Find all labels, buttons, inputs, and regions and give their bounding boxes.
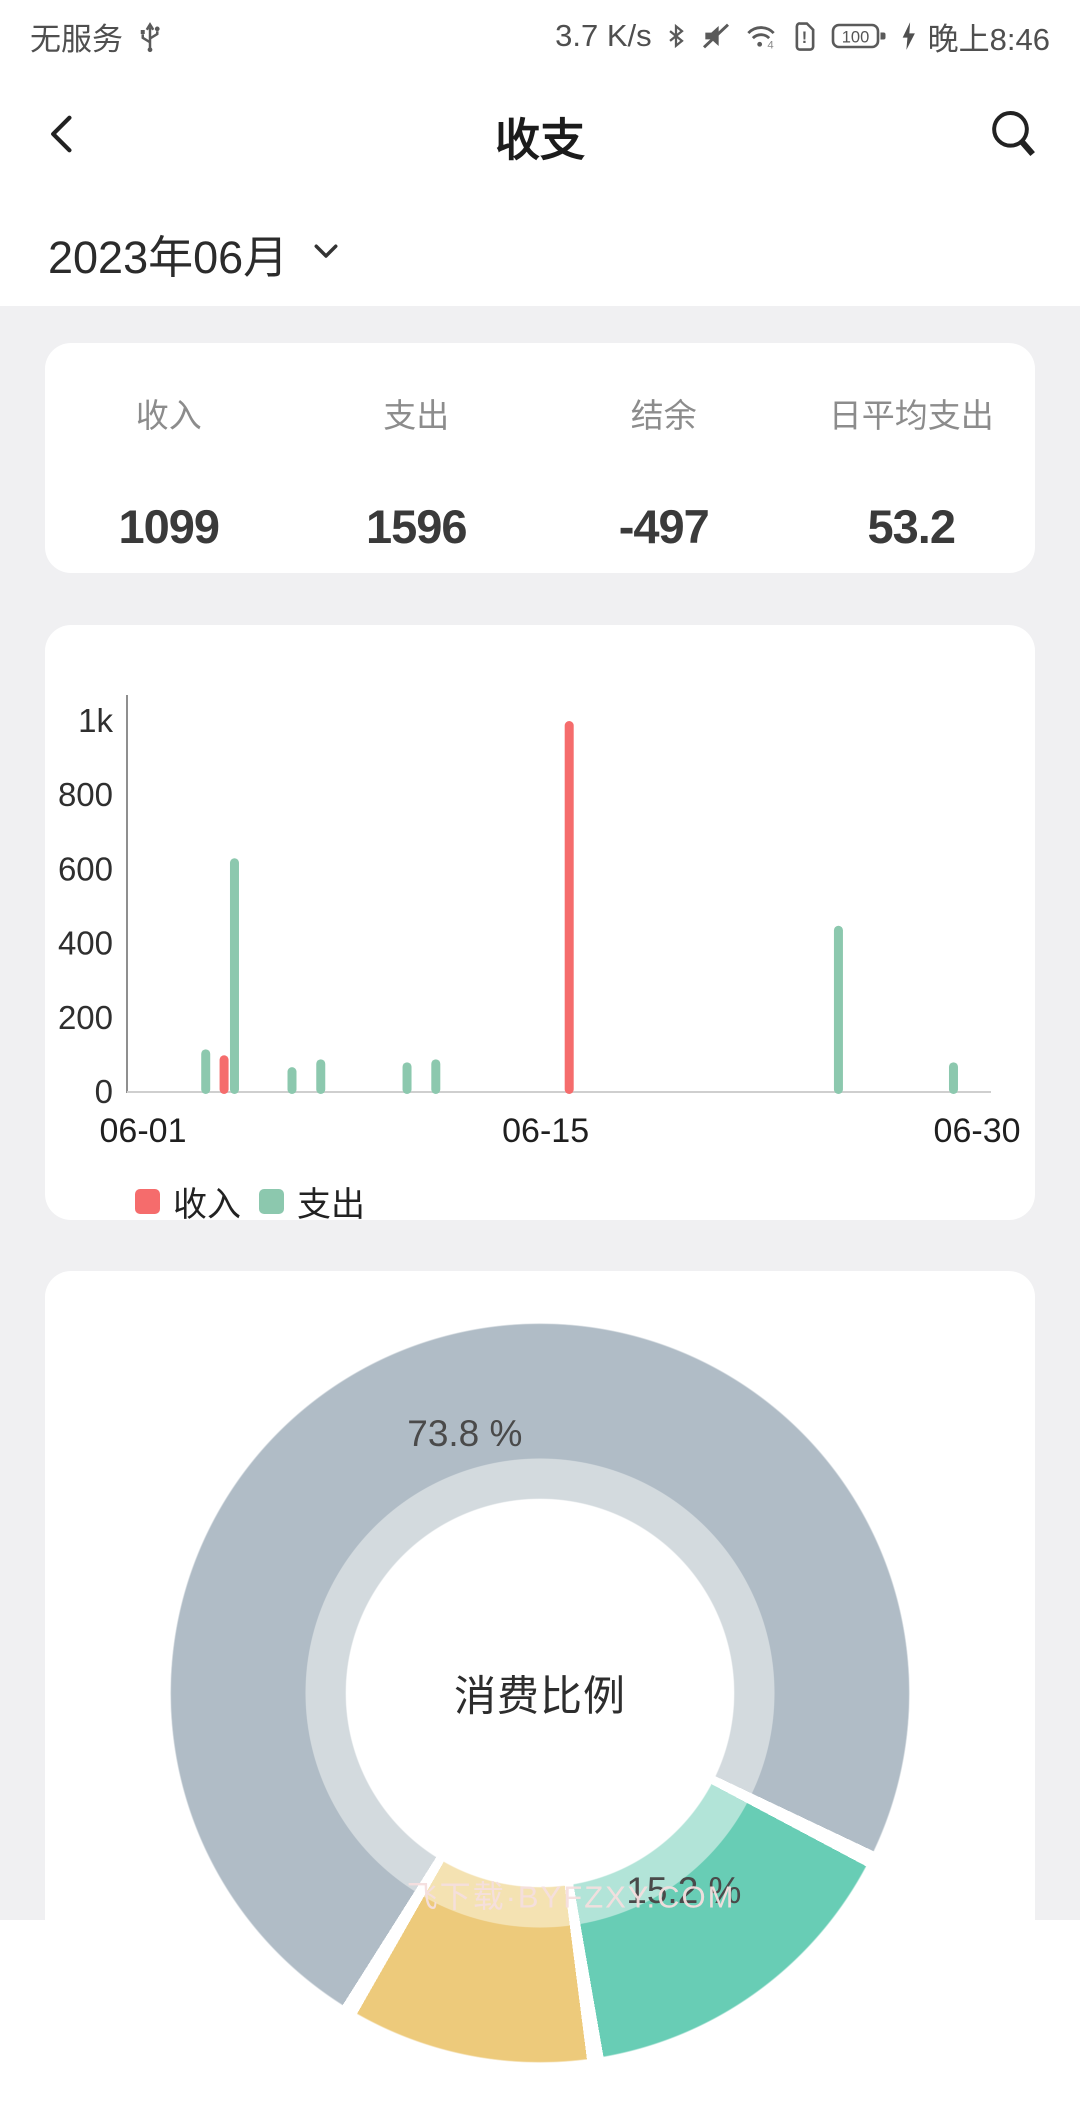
legend-item-expense[interactable]: 支出 bbox=[259, 1177, 365, 1226]
legend-label-income: 收入 bbox=[173, 1186, 241, 1224]
pie-label-major: 73.8 % bbox=[407, 1412, 523, 1454]
watermark-text: 飞下载·BYFZXY.COM bbox=[406, 1879, 736, 1915]
date-row: 2023年06月 bbox=[0, 200, 1080, 306]
bar-支出-11 bbox=[431, 1059, 441, 1094]
summary-values: 1099 1596 -497 53.2 bbox=[45, 499, 1035, 554]
bluetooth-icon bbox=[663, 20, 689, 52]
pie-label-teal: 15.2 % bbox=[626, 1870, 742, 1912]
summary-label: 结余 bbox=[630, 397, 697, 434]
back-button[interactable] bbox=[34, 106, 94, 166]
usb-icon bbox=[135, 19, 165, 53]
net-speed-label: 3.7 K/s bbox=[555, 18, 652, 53]
summary-card: 收入 支出 结余 日平均支出 1099 1596 -497 53.2 bbox=[45, 343, 1035, 573]
wifi-icon: 4 bbox=[743, 20, 779, 52]
expense-total: 1596 bbox=[365, 500, 468, 553]
status-bar: 无服务 3.7 K/s bbox=[0, 0, 1080, 72]
svg-text:!: ! bbox=[801, 29, 806, 47]
income-swatch bbox=[135, 1189, 160, 1214]
bar-支出-29 bbox=[948, 1062, 958, 1094]
svg-text:4: 4 bbox=[767, 40, 773, 52]
summary-label: 日平均支出 bbox=[828, 397, 994, 434]
bar-支出-10 bbox=[402, 1062, 412, 1094]
y-tick-label: 400 bbox=[58, 925, 113, 962]
battery-icon: 100 bbox=[831, 20, 889, 52]
carrier-label: 无服务 bbox=[30, 21, 123, 57]
bar-支出-6 bbox=[287, 1067, 297, 1094]
bar-收入-16 bbox=[564, 721, 574, 1094]
bar-支出-25 bbox=[833, 925, 843, 1094]
income-total: 1099 bbox=[118, 500, 220, 553]
bar-收入-4 bbox=[219, 1055, 229, 1094]
chart-legend: 收入 支出 bbox=[135, 1177, 365, 1226]
svg-text:100: 100 bbox=[841, 29, 869, 47]
summary-label: 收入 bbox=[135, 397, 202, 434]
y-tick-label: 200 bbox=[58, 999, 113, 1036]
bar-chart-card: 0 200 400 600 800 1k 06-01 06-15 06-30 收入 支出 bbox=[45, 625, 1035, 1224]
summary-labels: 收入 支出 结余 日平均支出 bbox=[45, 389, 1035, 437]
donut-center-label: 消费比例 bbox=[453, 1672, 627, 1720]
x-tick-label: 06-30 bbox=[934, 1112, 1021, 1150]
search-button[interactable] bbox=[982, 104, 1046, 168]
month-picker[interactable]: 2023年06月 bbox=[48, 221, 344, 286]
app-header: 收支 bbox=[0, 72, 1080, 200]
income-expense-bar-chart[interactable]: 0 200 400 600 800 1k 06-01 06-15 06-30 bbox=[45, 625, 1035, 1165]
month-picker-label: 2023年06月 bbox=[48, 231, 289, 283]
legend-label-expense: 支出 bbox=[297, 1186, 365, 1224]
y-tick-label: 1k bbox=[78, 702, 113, 739]
y-tick-label: 600 bbox=[58, 850, 113, 887]
daily-avg-expense: 53.2 bbox=[867, 500, 956, 553]
x-tick-label: 06-01 bbox=[100, 1112, 187, 1150]
donut-inner-ring bbox=[305, 1458, 775, 1928]
back-chevron-icon bbox=[38, 108, 90, 165]
balance-total: -497 bbox=[618, 500, 710, 553]
bar-支出-4 bbox=[229, 858, 239, 1094]
bar-支出-3 bbox=[201, 1049, 211, 1094]
x-tick-label: 06-15 bbox=[502, 1112, 589, 1150]
y-tick-label: 0 bbox=[95, 1073, 113, 1110]
clock-label: 晚上8:46 bbox=[927, 21, 1050, 57]
donut-chart-card: 73.8 % 15.2 % 消费比例 飞下载·BYFZXY.COM bbox=[45, 1271, 1035, 2111]
charging-bolt-icon bbox=[900, 21, 917, 51]
y-tick-label: 800 bbox=[58, 776, 113, 813]
summary-label: 支出 bbox=[383, 397, 450, 434]
mute-icon bbox=[700, 20, 732, 52]
chevron-down-icon bbox=[308, 227, 344, 279]
search-icon bbox=[986, 106, 1042, 167]
sim-alert-icon: ! bbox=[790, 19, 820, 53]
content-area: 收入 支出 结余 日平均支出 1099 1596 -497 53.2 0 200 4… bbox=[0, 306, 1080, 2111]
expense-swatch bbox=[259, 1189, 284, 1214]
bar-支出-7 bbox=[316, 1059, 326, 1094]
legend-item-income[interactable]: 收入 bbox=[135, 1177, 241, 1226]
page-title: 收支 bbox=[494, 114, 586, 166]
